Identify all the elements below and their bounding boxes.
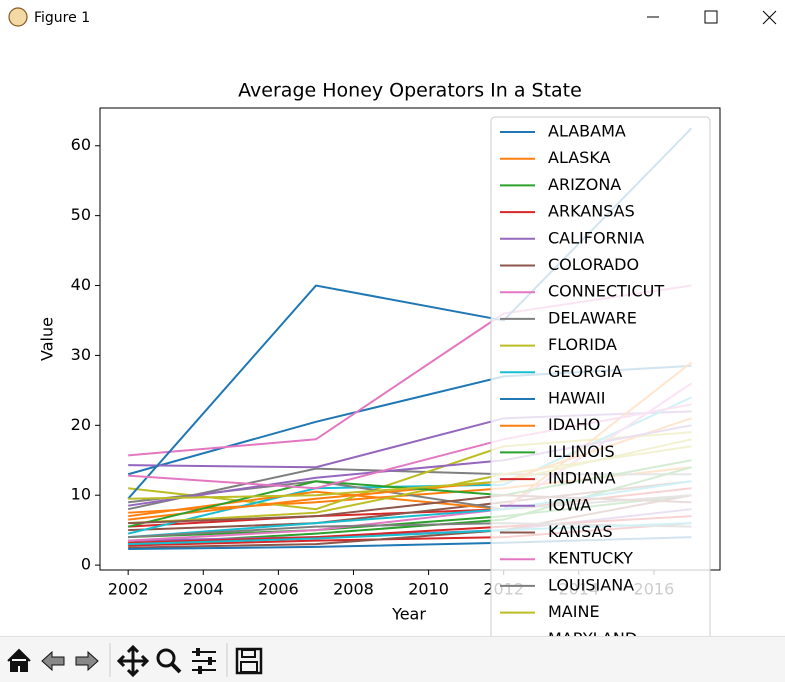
- y-tick-label: 20: [71, 415, 91, 434]
- title-bar: Figure 1: [8, 7, 777, 27]
- app-icon: [8, 7, 28, 27]
- legend-label: ALASKA: [548, 148, 611, 167]
- chart-title: Average Honey Operators In a State: [238, 80, 582, 102]
- home-button[interactable]: [7, 648, 31, 672]
- y-tick-label: 30: [71, 345, 91, 364]
- close-button[interactable]: [762, 10, 777, 25]
- legend-label: CONNECTICUT: [548, 282, 664, 301]
- toolbar-icons: [7, 643, 263, 678]
- legend-label: ALABAMA: [548, 122, 626, 141]
- legend-label: INDIANA: [548, 469, 616, 488]
- legend: ALABAMA ALASKA ARIZONA ARKANSAS CALIFORNIA CO…: [490, 116, 711, 648]
- legend-label: IDAHO: [548, 415, 600, 434]
- x-tick-label: 2006: [258, 580, 299, 599]
- legend-label: FLORIDA: [548, 335, 617, 354]
- legend-label: HAWAII: [548, 389, 605, 408]
- toolbar: [0, 636, 785, 682]
- y-tick-label: 60: [71, 135, 91, 154]
- legend-label: LOUISIANA: [548, 575, 634, 594]
- legend-box: [490, 116, 711, 636]
- legend-label: KENTUCKY: [548, 549, 633, 568]
- legend-label: ILLINOIS: [548, 442, 615, 461]
- forward-button[interactable]: [75, 650, 99, 672]
- y-tick-label: 50: [71, 205, 91, 224]
- y-tick-label: 0: [81, 555, 91, 574]
- window-title: Figure 1: [34, 10, 90, 26]
- x-tick-label: 2008: [333, 580, 374, 599]
- x-tick-label: 2010: [408, 580, 449, 599]
- y-tick-label: 40: [71, 275, 91, 294]
- y-tick-label: 10: [71, 485, 91, 504]
- legend-label: KANSAS: [548, 522, 613, 541]
- zoom-button[interactable]: [156, 648, 182, 674]
- legend-label: COLORADO: [548, 255, 639, 274]
- legend-label: IOWA: [548, 495, 591, 514]
- y-axis-label: Value: [38, 317, 57, 361]
- legend-label: DELAWARE: [548, 308, 637, 327]
- save-button[interactable]: [235, 647, 263, 675]
- legend-label: ARKANSAS: [548, 202, 635, 221]
- legend-label: ARIZONA: [548, 175, 621, 194]
- x-tick-label: 2004: [183, 580, 224, 599]
- legend-label: GEORGIA: [548, 362, 622, 381]
- axes-frame: [99, 107, 721, 571]
- legend-label: MARYLAND: [548, 629, 637, 648]
- x-tick-label: 2002: [108, 580, 149, 599]
- back-button[interactable]: [41, 650, 65, 672]
- x-axis-label: Year: [391, 605, 426, 624]
- legend-label: CALIFORNIA: [548, 228, 644, 247]
- pan-button[interactable]: [116, 644, 150, 678]
- configure-button[interactable]: [192, 651, 216, 671]
- maximize-button[interactable]: [704, 10, 718, 24]
- legend-label: MAINE: [548, 602, 600, 621]
